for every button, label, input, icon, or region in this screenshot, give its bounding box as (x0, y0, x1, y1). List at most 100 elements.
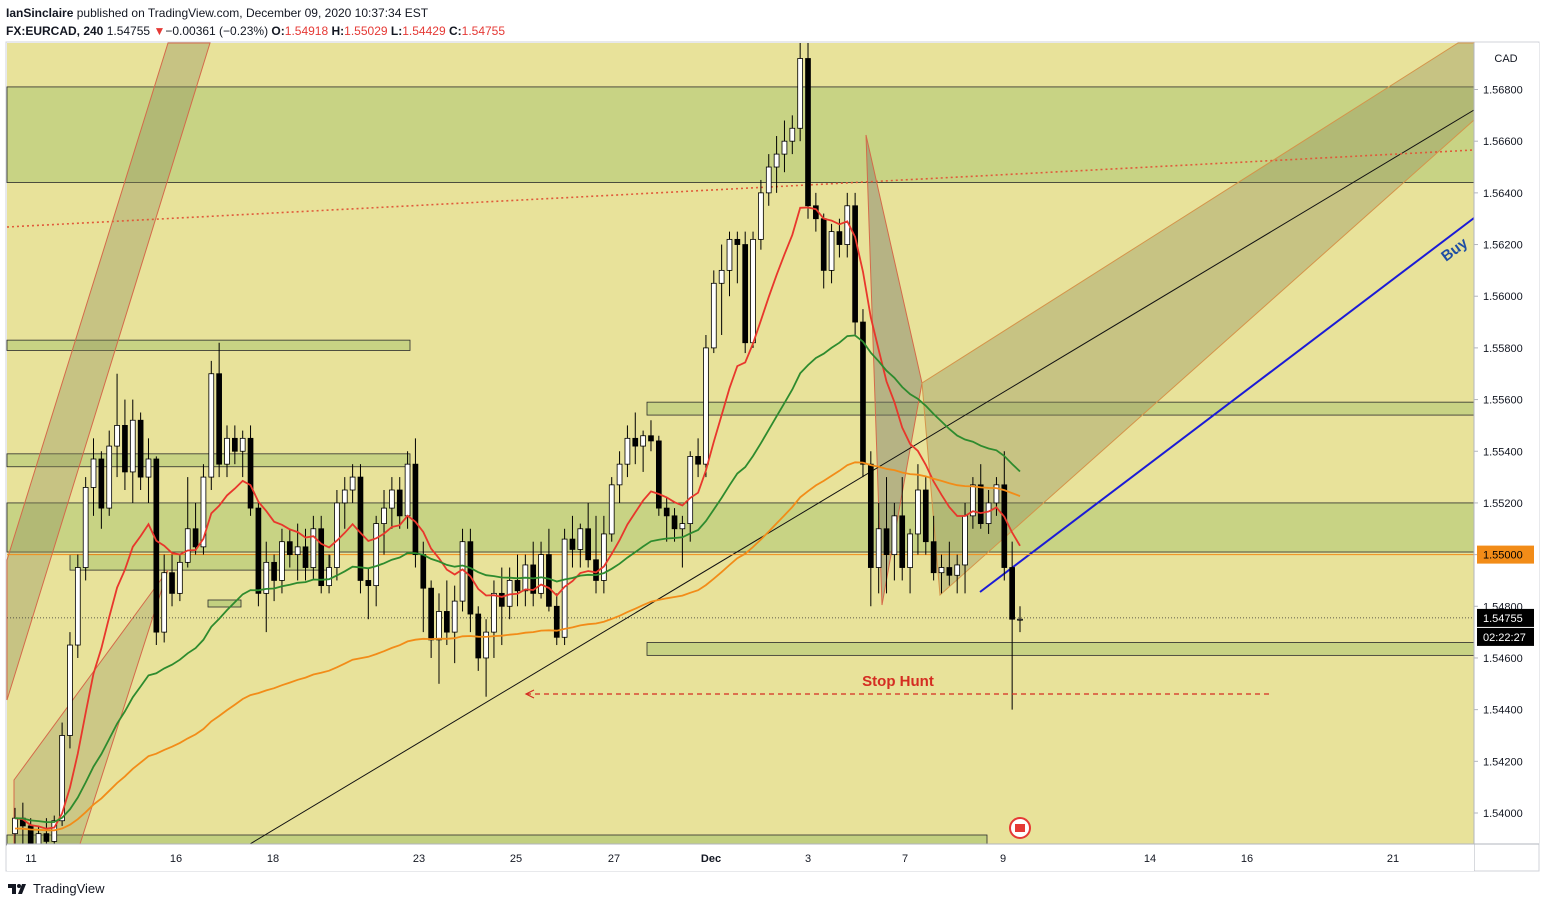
candle[interactable] (428, 587, 434, 641)
candle[interactable] (710, 282, 717, 349)
candle[interactable] (514, 580, 521, 592)
candle[interactable] (310, 528, 317, 568)
candle[interactable] (836, 231, 843, 245)
candle[interactable] (184, 528, 191, 563)
author-name[interactable]: IanSinclaire (6, 6, 74, 20)
candle[interactable] (169, 572, 175, 594)
candle[interactable] (326, 567, 332, 587)
candle[interactable] (663, 507, 670, 517)
candle[interactable] (773, 153, 780, 168)
candle[interactable] (671, 515, 678, 530)
candle[interactable] (820, 218, 827, 271)
candle[interactable] (899, 515, 906, 568)
candle[interactable] (781, 140, 788, 155)
candle[interactable] (389, 489, 395, 509)
candle[interactable] (624, 437, 631, 465)
candle[interactable] (655, 440, 662, 509)
candle[interactable] (977, 484, 984, 525)
candle[interactable] (444, 611, 450, 633)
candle[interactable] (208, 373, 215, 478)
candle[interactable] (789, 127, 796, 142)
candle[interactable] (930, 541, 937, 574)
candle[interactable] (875, 528, 882, 568)
candle[interactable] (12, 817, 18, 835)
candle[interactable] (695, 456, 701, 465)
candle[interactable] (726, 238, 733, 271)
candle[interactable] (962, 515, 968, 566)
candle[interactable] (797, 58, 803, 129)
candle[interactable] (177, 561, 183, 594)
candle[interactable] (765, 166, 772, 194)
candle[interactable] (224, 437, 230, 465)
price-axis[interactable] (1474, 43, 1539, 844)
candle[interactable] (498, 592, 505, 607)
candle[interactable] (569, 538, 576, 550)
candle[interactable] (922, 489, 929, 543)
candle[interactable] (137, 419, 144, 478)
candle[interactable] (114, 425, 120, 447)
candle[interactable] (106, 445, 113, 509)
candle[interactable] (436, 611, 442, 641)
candle[interactable] (255, 507, 262, 594)
candle[interactable] (632, 437, 639, 447)
candle[interactable] (404, 463, 411, 517)
candle[interactable] (302, 546, 309, 568)
candle[interactable] (341, 489, 348, 504)
candle[interactable] (805, 58, 811, 207)
candle[interactable] (640, 435, 646, 447)
candle[interactable] (122, 425, 128, 473)
candle[interactable] (43, 833, 50, 842)
candle[interactable] (993, 484, 1000, 504)
candle[interactable] (491, 592, 497, 633)
candle[interactable] (412, 463, 419, 556)
candle[interactable] (915, 489, 921, 535)
candle[interactable] (577, 528, 584, 550)
candle[interactable] (381, 507, 387, 524)
candle[interactable] (334, 502, 340, 568)
footer-brand[interactable]: TradingView (6, 880, 105, 896)
candle[interactable] (74, 567, 81, 646)
candle[interactable] (82, 487, 89, 568)
candle[interactable] (601, 533, 607, 581)
candle[interactable] (538, 554, 544, 594)
candle[interactable] (279, 541, 285, 581)
candle[interactable] (750, 238, 756, 344)
candle[interactable] (420, 554, 427, 589)
candle[interactable] (129, 419, 136, 473)
candle[interactable] (891, 515, 898, 556)
candle[interactable] (349, 476, 356, 491)
candle[interactable] (867, 463, 874, 568)
candle[interactable] (318, 528, 325, 587)
candle[interactable] (883, 528, 890, 556)
candle[interactable] (648, 435, 654, 442)
candle[interactable] (938, 567, 945, 574)
candle[interactable] (852, 205, 858, 323)
candle[interactable] (357, 476, 364, 581)
candle[interactable] (679, 523, 686, 530)
candle[interactable] (546, 554, 552, 607)
candle[interactable] (718, 269, 725, 284)
candle[interactable] (145, 458, 152, 478)
candle[interactable] (608, 484, 615, 535)
candle[interactable] (985, 502, 992, 525)
candle[interactable] (192, 528, 199, 548)
candle[interactable] (451, 600, 458, 633)
candle[interactable] (286, 541, 293, 556)
candle[interactable] (907, 533, 913, 568)
candle[interactable] (585, 528, 591, 561)
candle[interactable] (239, 437, 246, 452)
candle[interactable] (860, 321, 866, 465)
candle[interactable] (483, 631, 489, 659)
candle[interactable] (153, 458, 160, 633)
candle[interactable] (396, 489, 403, 517)
candle[interactable] (161, 572, 168, 633)
candle[interactable] (553, 605, 560, 638)
candle[interactable] (758, 192, 764, 240)
candle[interactable] (742, 244, 749, 344)
candle[interactable] (946, 567, 953, 576)
candle[interactable] (232, 437, 238, 452)
candle[interactable] (703, 347, 709, 465)
candle[interactable] (1017, 618, 1023, 621)
candle[interactable] (216, 373, 222, 465)
